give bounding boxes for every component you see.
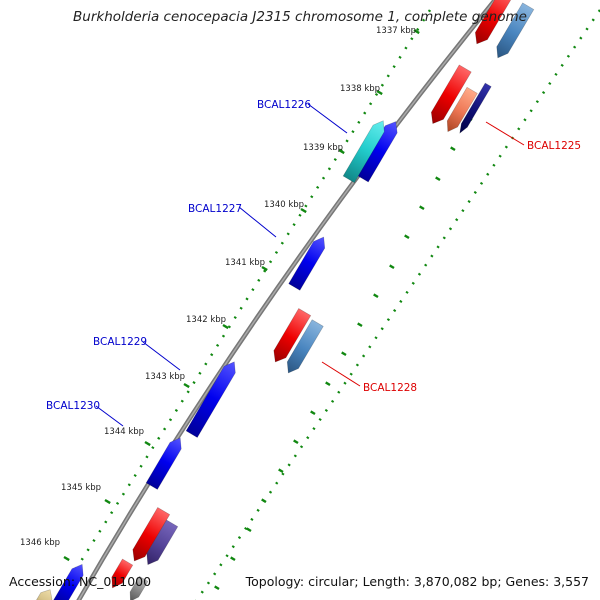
kbp-tick-label: 1338 kbp: [340, 84, 380, 94]
gene-bottom-blue-arrow-shape: [51, 563, 84, 600]
kbp-tick-label: 1337 kbp: [376, 26, 416, 36]
gene-bcal1227-arrow-shape: [288, 236, 326, 291]
outer-tick-mark: [278, 468, 284, 474]
gene-label-leader: [307, 103, 348, 134]
kbp-tick-label: 1341 kbp: [225, 258, 265, 268]
gene-label-leader: [95, 405, 124, 427]
gene-bcal1225-arrow-shape: [446, 86, 478, 133]
kbp-tick-label: 1345 kbp: [61, 483, 101, 493]
gene-bcal1228-red-arrow-shape: [273, 308, 312, 363]
kbp-tick-mark: [261, 265, 268, 272]
backbone-highlight: [78, 0, 496, 600]
gene-label: BCAL1227: [188, 203, 242, 215]
outer-tick-mark: [450, 146, 456, 152]
outer-tick-mark: [214, 585, 220, 591]
gene-label: BCAL1229: [93, 336, 147, 348]
gene-bcal1230-arrow: [145, 437, 182, 490]
gene-label: BCAL1228: [363, 382, 417, 394]
kbp-tick-label: 1343 kbp: [145, 372, 185, 382]
gene-red-a-arrow-shape: [430, 64, 472, 124]
gene-navy-arrow: [459, 82, 492, 134]
kbp-tick-mark: [104, 498, 111, 505]
outer-tick-mark: [373, 293, 379, 299]
gene-red-top-arrow: [475, 0, 514, 45]
kbp-tick-mark: [183, 382, 190, 389]
gene-features: [31, 0, 535, 600]
gene-purple-arrow-shape: [146, 519, 179, 566]
gene-red-bottom-arrow-shape: [132, 507, 171, 562]
outer-tick-mark: [389, 264, 395, 270]
outer-tick-mark: [419, 205, 425, 211]
gene-label: BCAL1230: [46, 400, 100, 412]
kbp-tick-label: 1339 kbp: [303, 143, 343, 153]
gene-bcal1227-arrow: [288, 236, 326, 291]
gene-navy-arrow-shape: [459, 82, 492, 134]
gene-steel-top-arrow-shape: [496, 2, 535, 59]
gene-bcal1229-arrow: [185, 361, 236, 438]
gene-bcal1228-red-arrow: [273, 308, 312, 363]
outer-tick-mark: [230, 556, 236, 562]
outer-tick-mark: [357, 322, 363, 328]
kbp-tick-label: 1342 kbp: [186, 315, 226, 325]
gene-bcal1228-arrow-shape: [286, 319, 324, 374]
kbp-tick-mark: [338, 148, 345, 155]
kbp-tick-label: 1344 kbp: [104, 427, 144, 437]
gene-red-top-arrow-shape: [475, 0, 514, 45]
backbone-arc: [76, 0, 498, 600]
outer-tick-mark: [246, 527, 252, 533]
kbp-tick-mark: [144, 440, 151, 447]
summary-label: Topology: circular; Length: 3,870,082 bp…: [245, 574, 589, 589]
kbp-tick-mark: [63, 555, 70, 562]
gene-red-small-arrow-shape: [111, 558, 134, 589]
outer-tick-mark: [293, 439, 299, 445]
gene-gray-arrow-shape: [129, 575, 149, 600]
outer-tick-mark: [325, 381, 331, 387]
gene-bcal1230-arrow-shape: [145, 437, 182, 490]
outer-tick-mark: [310, 410, 316, 416]
outer-tick-track: [195, 9, 600, 600]
gene-label-leader: [238, 206, 277, 238]
gene-bcal1225-arrow: [446, 86, 478, 133]
tick-ring: 1337 kbp 1338 kbp 1339 kbp 1340 kbp 1341 kbp…: [20, 9, 600, 600]
gene-label: BCAL1226: [257, 99, 311, 111]
gene-label-leader: [321, 361, 361, 387]
outer-tick-mark: [435, 176, 441, 182]
kbp-tick-label: 1340 kbp: [264, 200, 304, 210]
gene-gray-arrow: [129, 575, 149, 600]
map-title: Burkholderia cenocepacia J2315 chromosom…: [73, 9, 527, 25]
outer-tick-mark: [341, 351, 347, 357]
gene-label: BCAL1225: [527, 140, 581, 152]
gene-red-a-arrow: [430, 64, 472, 124]
kbp-tick-mark: [300, 207, 307, 214]
outer-tick-mark: [261, 498, 267, 504]
backbone-ring: [76, 0, 498, 600]
gene-red-small-arrow: [111, 558, 134, 589]
gene-cyan-arrow: [342, 120, 385, 184]
gene-purple-arrow: [146, 519, 179, 566]
gene-steel-top-arrow: [496, 2, 535, 59]
label-layer: BCAL1225 BCAL1226 BCAL1227 BCAL1228 BCAL1229…: [46, 99, 581, 427]
gene-label-leader: [485, 121, 525, 146]
gene-cyan-arrow-shape: [342, 120, 385, 184]
gene-bottom-blue-arrow: [51, 563, 84, 600]
gene-bcal1228-arrow: [286, 319, 324, 374]
outer-tick-mark: [404, 234, 410, 240]
accession-label: Accession: NC_011000: [9, 574, 152, 589]
gene-label-leader: [142, 341, 181, 371]
kbp-tick-mark: [376, 89, 383, 96]
kbp-tick-label: 1346 kbp: [20, 538, 60, 548]
kbp-tick-mark: [413, 28, 420, 35]
gene-red-bottom-arrow: [132, 507, 171, 562]
inner-tick-track: [54, 9, 432, 600]
gene-bcal1229-arrow-shape: [185, 361, 236, 438]
kbp-tick-mark: [222, 323, 229, 330]
